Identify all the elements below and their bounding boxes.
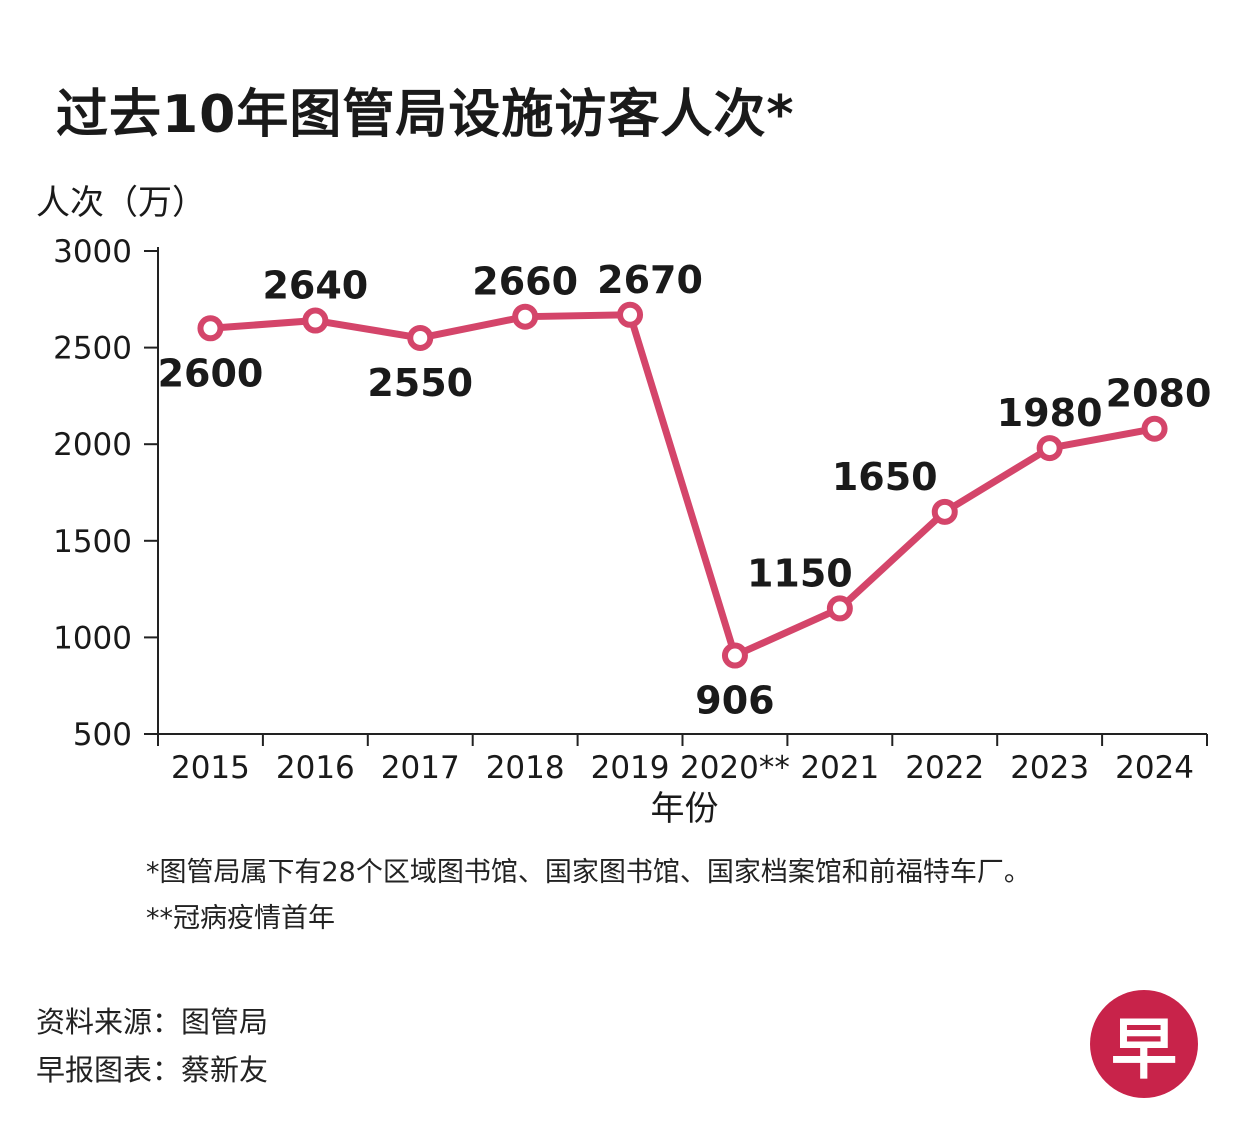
- data-label: 2550: [367, 361, 473, 405]
- x-tick-label: 2015: [171, 750, 250, 786]
- y-tick-label: 2000: [53, 427, 132, 463]
- footnotes: *图管局属下有28个区域图书馆、国家图书馆、国家档案馆和前福特车厂。 **冠病疫…: [146, 850, 1031, 942]
- x-axis-title: 年份: [651, 789, 719, 829]
- data-point: [512, 303, 539, 330]
- data-label: 2600: [158, 351, 264, 395]
- credits: 资料来源：图管局 早报图表：蔡新友: [36, 998, 268, 1094]
- line-chart: 3000 2500 2000 1500 1000 500 2015 2016 2017 2018 2…: [53, 234, 1212, 829]
- source-credit: 资料来源：图管局: [36, 1005, 269, 1039]
- x-tick-label: 2019: [591, 750, 670, 786]
- x-tick-label: 2017: [381, 750, 460, 786]
- data-point: [1141, 415, 1168, 442]
- x-tick-label: 2024: [1115, 750, 1194, 786]
- x-tick-label: 2020**: [680, 750, 790, 786]
- y-tick-label: 3000: [53, 234, 132, 270]
- y-tick-label: 500: [73, 717, 132, 753]
- zaobao-logo-icon: 早: [1090, 990, 1198, 1098]
- y-axis-label: 人次（万）: [36, 183, 206, 223]
- series-line: [206, 311, 1159, 660]
- data-point: [302, 307, 329, 334]
- y-tick-label: 2500: [53, 331, 132, 367]
- data-point: [931, 498, 958, 525]
- data-label: 2640: [262, 264, 368, 308]
- y-tick-label: 1000: [53, 620, 132, 656]
- data-point: [826, 595, 853, 622]
- data-point: [197, 315, 224, 342]
- data-label: 1150: [747, 551, 853, 595]
- data-label: 1980: [997, 391, 1103, 435]
- graphic-credit: 早报图表：蔡新友: [36, 1053, 269, 1087]
- data-point: [617, 301, 644, 328]
- x-tick-label: 2016: [276, 750, 355, 786]
- data-point: [721, 642, 748, 669]
- data-label: 1650: [832, 455, 938, 499]
- data-label: 906: [695, 679, 774, 723]
- x-tick-label: 2023: [1010, 750, 1089, 786]
- x-tick-label: 2021: [800, 750, 879, 786]
- footnote-covid: **冠病疫情首年: [146, 903, 335, 934]
- data-label: 2670: [597, 258, 703, 302]
- x-tick-label: 2018: [486, 750, 565, 786]
- x-tick-label: 2022: [905, 750, 984, 786]
- data-point: [1036, 435, 1063, 462]
- data-label: 2660: [472, 260, 578, 304]
- data-label: 2080: [1106, 372, 1212, 416]
- y-tick-label: 1500: [53, 524, 132, 560]
- chart-title: 过去10年图管局设施访客人次*: [56, 85, 795, 145]
- data-point: [407, 324, 434, 351]
- footnote-facilities: *图管局属下有28个区域图书馆、国家图书馆、国家档案馆和前福特车厂。: [146, 857, 1031, 888]
